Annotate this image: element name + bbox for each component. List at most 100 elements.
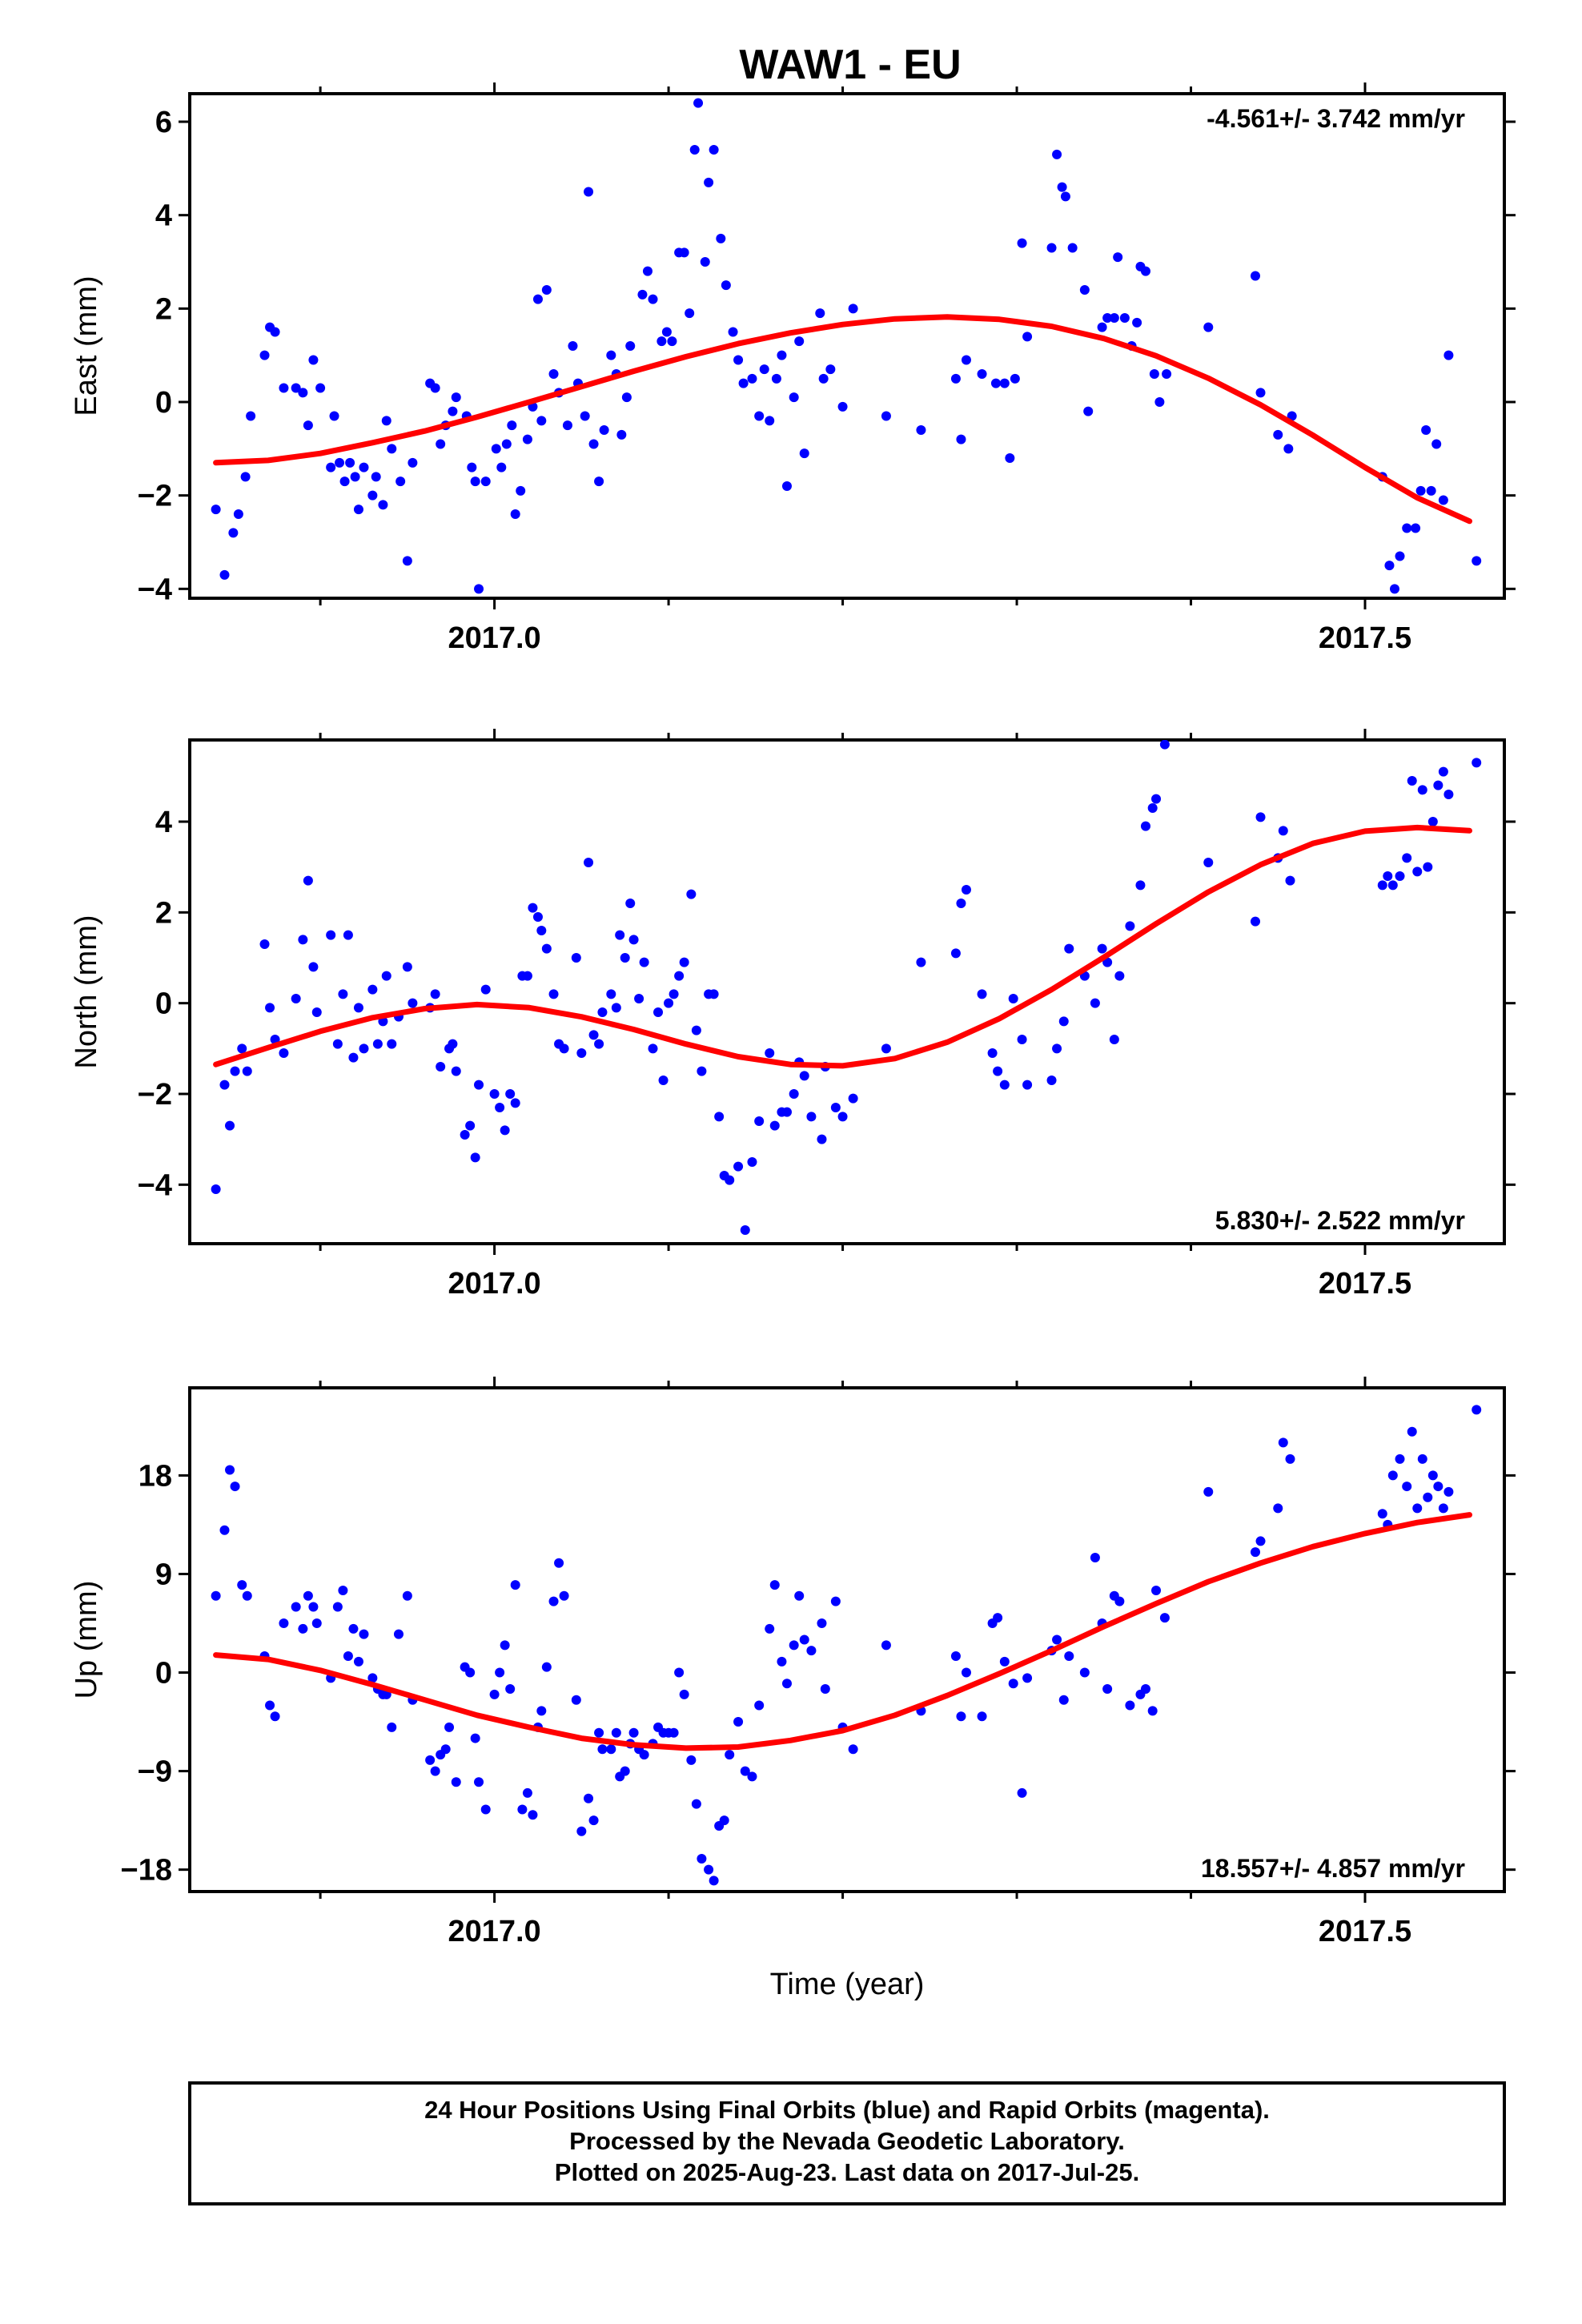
north-y-axis-label: North (mm) <box>70 915 103 1068</box>
up-y-tick-label: −9 <box>138 1755 172 1789</box>
east-data-point <box>837 401 848 412</box>
east-y-axis-label: East (mm) <box>70 275 103 416</box>
up-data-point <box>830 1596 841 1606</box>
north-data-point <box>987 1048 998 1058</box>
north-data-point <box>1046 1076 1057 1085</box>
north-data-point <box>436 1062 446 1072</box>
north-data-point <box>279 1048 289 1058</box>
east-data-point <box>1052 149 1062 159</box>
east-data-point <box>339 476 350 487</box>
up-data-point <box>1250 1547 1260 1558</box>
east-data-point <box>326 462 336 472</box>
up-data-point <box>961 1667 971 1678</box>
up-data-point <box>1427 1470 1438 1481</box>
east-data-point <box>1017 238 1027 248</box>
east-data-point <box>303 420 313 431</box>
north-data-point <box>1159 740 1170 750</box>
east-data-point <box>825 364 836 375</box>
east-data-point <box>1250 271 1260 281</box>
up-data-point <box>799 1634 809 1645</box>
north-data-point <box>837 1112 848 1122</box>
north-y-tick-label: 0 <box>155 987 172 1021</box>
east-data-point <box>1113 252 1123 263</box>
up-data-point <box>794 1590 805 1601</box>
east-data-point <box>625 341 636 351</box>
up-data-point <box>789 1640 799 1651</box>
north-data-point <box>1058 1016 1069 1027</box>
north-data-point <box>1402 853 1412 863</box>
east-data-point <box>1010 373 1020 384</box>
east-data-point <box>693 98 704 108</box>
north-data-point <box>1285 875 1295 886</box>
east-data-point <box>430 383 440 393</box>
north-data-point <box>658 1076 669 1085</box>
up-data-point <box>1140 1684 1150 1695</box>
north-data-point <box>653 1007 664 1017</box>
up-data-point <box>848 1744 858 1755</box>
east-data-point <box>1421 425 1431 435</box>
north-data-point <box>1017 1035 1027 1044</box>
east-data-point <box>580 411 590 421</box>
north-data-point <box>308 962 319 972</box>
north-data-point <box>747 1157 757 1167</box>
up-data-point <box>584 1793 594 1803</box>
up-data-point <box>1159 1613 1170 1623</box>
up-data-point <box>1285 1454 1295 1464</box>
east-data-point <box>1022 332 1033 342</box>
up-data-point <box>451 1777 461 1787</box>
north-data-point <box>489 1089 500 1099</box>
north-data-point <box>620 953 630 963</box>
up-data-point <box>597 1744 608 1755</box>
east-data-point <box>689 145 700 155</box>
east-data-point <box>562 420 572 431</box>
east-fit-curve <box>213 314 1472 525</box>
north-data-point <box>522 971 532 981</box>
up-data-point <box>1407 1426 1417 1437</box>
east-data-point <box>642 266 652 276</box>
north-data-group <box>211 740 1482 1235</box>
north-rate-label: 5.830+/- 2.522 mm/yr <box>1215 1206 1465 1235</box>
up-data-point <box>740 1766 750 1776</box>
east-data-point <box>1154 397 1165 407</box>
east-data-point <box>308 355 319 365</box>
up-data-point <box>541 1662 552 1672</box>
east-data-point <box>738 378 749 388</box>
north-data-point <box>1097 943 1107 954</box>
up-data-point <box>725 1750 735 1760</box>
up-data-point <box>548 1596 559 1606</box>
east-y-tick-label: −2 <box>138 480 172 513</box>
north-data-point <box>348 1052 359 1063</box>
up-data-point <box>1147 1706 1158 1716</box>
east-data-point <box>721 280 731 291</box>
east-data-point <box>329 411 339 421</box>
north-data-point <box>387 1039 397 1049</box>
east-data-point <box>709 145 719 155</box>
north-data-point <box>588 1030 599 1040</box>
east-panel: −4 −2 0 2 4 6 2017.0 2017.5 East (mm) -4.561+/- 3… <box>70 82 1516 655</box>
north-data-point <box>674 971 685 981</box>
north-data-point <box>799 1071 809 1081</box>
up-data-point <box>1255 1536 1266 1546</box>
east-data-point <box>584 187 594 197</box>
north-data-point <box>1147 803 1158 813</box>
east-data-point <box>1283 444 1294 454</box>
up-data-point <box>777 1656 787 1667</box>
up-y-tick-label: 0 <box>155 1657 172 1691</box>
north-data-point <box>359 1043 369 1054</box>
east-data-point <box>685 308 695 319</box>
north-data-point <box>615 930 625 940</box>
east-data-point <box>1149 369 1159 379</box>
up-data-point <box>1052 1634 1062 1645</box>
east-y-tick-label: 6 <box>155 106 172 139</box>
north-data-point <box>541 943 552 954</box>
east-data-point <box>270 327 280 337</box>
up-data-point <box>536 1706 547 1716</box>
east-data-point <box>378 500 388 510</box>
east-data-point <box>1109 313 1119 323</box>
north-y-tick-label: 2 <box>155 896 172 930</box>
east-data-point <box>679 247 689 258</box>
east-data-point <box>588 439 599 449</box>
north-data-point <box>1278 826 1288 836</box>
north-data-point <box>740 1225 750 1235</box>
east-data-point <box>1255 388 1266 398</box>
